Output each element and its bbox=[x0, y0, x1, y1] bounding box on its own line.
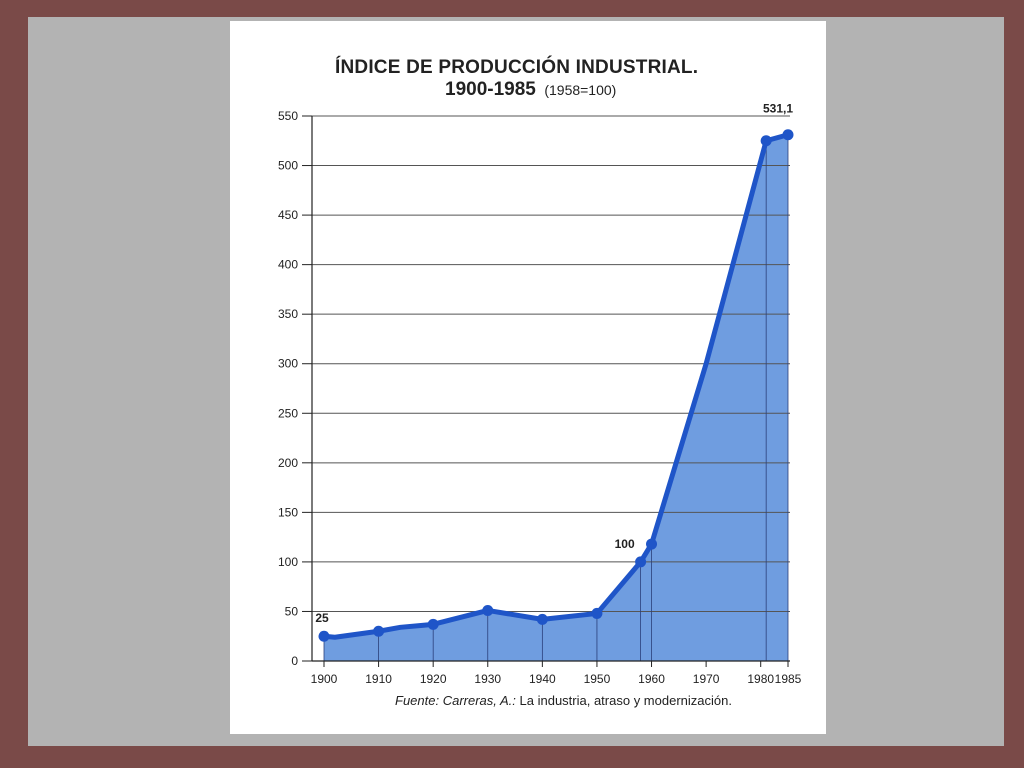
y-tick-label-550: 550 bbox=[278, 109, 298, 123]
data-label-1: 100 bbox=[615, 537, 635, 551]
area-fill bbox=[324, 134, 788, 662]
source-author: Fuente: Carreras, A.: bbox=[395, 693, 516, 708]
x-tick-label-1920: 1920 bbox=[420, 672, 447, 686]
data-point-1920 bbox=[427, 618, 439, 630]
x-tick-label-1970: 1970 bbox=[693, 672, 720, 686]
x-tick-label-1960: 1960 bbox=[638, 672, 665, 686]
data-point-1950 bbox=[591, 607, 603, 619]
y-tick-label-450: 450 bbox=[278, 208, 298, 222]
data-point-1910 bbox=[373, 625, 385, 637]
data-point-1960 bbox=[646, 538, 658, 550]
data-point-1930 bbox=[482, 604, 494, 616]
line-area-chart: 0 50 100 150 200 250 300 350 400 450 500 550 1900 191… bbox=[278, 102, 802, 686]
y-tick-label-200: 200 bbox=[278, 456, 298, 470]
y-tick-label-250: 250 bbox=[278, 406, 298, 420]
data-label-0: 25 bbox=[315, 611, 329, 625]
x-tick-label-1900: 1900 bbox=[311, 672, 338, 686]
chart-card: ÍNDICE DE PRODUCCIÓN INDUSTRIAL. 1900-19… bbox=[230, 21, 826, 734]
chart-title: ÍNDICE DE PRODUCCIÓN INDUSTRIAL. bbox=[335, 57, 699, 78]
chart-subtitle: 1900-1985 (1958=100) bbox=[445, 79, 616, 101]
source-note: Fuente: Carreras, A.: La industria, atra… bbox=[395, 693, 732, 708]
x-tick-label-1940: 1940 bbox=[529, 672, 556, 686]
x-tick-label-1950: 1950 bbox=[584, 672, 611, 686]
x-tick-label-1985: 1985 bbox=[775, 672, 802, 686]
chart-subtitle-years: 1900-1985 bbox=[445, 79, 536, 100]
x-tick-label-1980: 1980 bbox=[747, 672, 774, 686]
y-tick-label-100: 100 bbox=[278, 555, 298, 569]
y-tick-label-350: 350 bbox=[278, 307, 298, 321]
y-tick-label-50: 50 bbox=[285, 604, 299, 618]
data-label-2: 531,1 bbox=[763, 102, 793, 116]
y-tick-label-300: 300 bbox=[278, 357, 298, 371]
data-point-1981 bbox=[760, 135, 772, 147]
y-tick-label-400: 400 bbox=[278, 258, 298, 272]
data-point-1985 bbox=[782, 129, 794, 141]
x-tick-label-1910: 1910 bbox=[365, 672, 392, 686]
x-tick-label-1930: 1930 bbox=[474, 672, 501, 686]
chart-subtitle-base: (1958=100) bbox=[544, 82, 617, 98]
data-point-1900 bbox=[318, 630, 330, 642]
y-tick-label-150: 150 bbox=[278, 505, 298, 519]
y-tick-label-0: 0 bbox=[291, 654, 298, 668]
data-point-1958 bbox=[635, 556, 647, 568]
data-point-1940 bbox=[536, 613, 548, 625]
y-tick-label-500: 500 bbox=[278, 159, 298, 173]
source-title: La industria, atraso y modernización. bbox=[515, 693, 732, 708]
